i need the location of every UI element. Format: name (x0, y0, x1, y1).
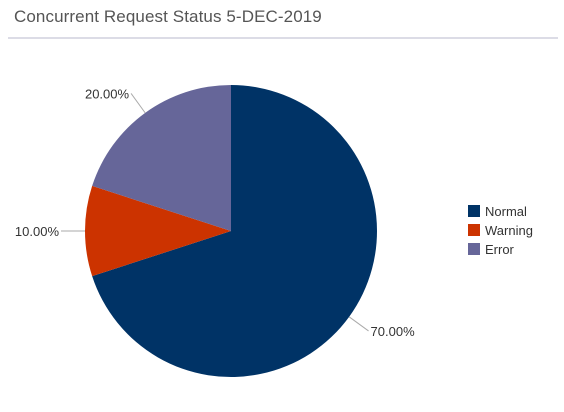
leader-line-error (130, 93, 146, 114)
pie-slice-error (92, 85, 231, 231)
slice-leader-lines (61, 93, 369, 332)
pie-slice-normal (92, 85, 377, 377)
slice-label-error: 20.00% (85, 86, 130, 101)
legend-label-error: Error (485, 242, 515, 257)
leader-line-normal (348, 316, 369, 332)
slice-labels: 70.00% 10.00% 20.00% (15, 86, 415, 338)
legend-swatch-normal (468, 205, 480, 217)
pie-slices (85, 85, 377, 377)
chart-legend: Normal Warning Error (468, 204, 533, 257)
legend-swatch-error (468, 243, 480, 255)
legend-label-warning: Warning (485, 223, 533, 238)
chart-title: Concurrent Request Status 5-DEC-2019 (14, 7, 322, 26)
legend-swatch-warning (468, 224, 480, 236)
pie-slice-warning (85, 185, 232, 277)
slice-label-normal: 70.00% (371, 324, 416, 339)
slice-label-warning: 10.00% (15, 224, 60, 239)
title-divider (8, 37, 558, 39)
legend-label-normal: Normal (485, 204, 527, 219)
